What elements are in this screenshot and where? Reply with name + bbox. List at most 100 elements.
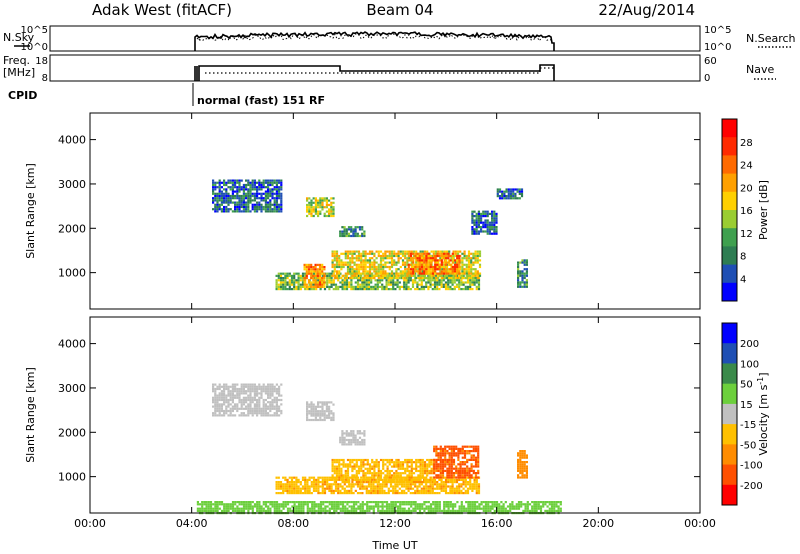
- heatmap-cell: [423, 265, 426, 269]
- heatmap-cell: [475, 228, 478, 231]
- heatmap-cell: [436, 259, 439, 262]
- heatmap-cell: [293, 281, 296, 284]
- heatmap-cell: [247, 412, 250, 415]
- heatmap-cell: [236, 192, 239, 195]
- heatmap-cell: [437, 452, 440, 455]
- heatmap-cell: [427, 485, 430, 488]
- heatmap-cell: [435, 469, 438, 472]
- heatmap-cell: [382, 276, 385, 280]
- heatmap-cell: [431, 270, 435, 273]
- heatmap-cell: [433, 285, 437, 288]
- heatmap-cell: [453, 272, 457, 275]
- heatmap-cell: [220, 186, 223, 189]
- heatmap-cell: [466, 487, 470, 490]
- heatmap-cell: [444, 452, 447, 455]
- heatmap-cell: [351, 252, 354, 255]
- heatmap-cell: [480, 215, 483, 218]
- heatmap-cell: [368, 252, 372, 255]
- heatmap-cell: [256, 501, 259, 504]
- heatmap-cell: [229, 197, 232, 200]
- heatmap-cell: [245, 194, 248, 198]
- heatmap-cell: [475, 215, 478, 218]
- heatmap-cell: [344, 476, 347, 479]
- heatmap-cell: [218, 192, 221, 195]
- heatmap-cell: [218, 179, 221, 182]
- heatmap-cell: [273, 210, 276, 213]
- heatmap-cell: [223, 398, 226, 402]
- heatmap-cell: [469, 485, 472, 488]
- heatmap-cell: [450, 465, 453, 468]
- heatmap-cell: [273, 179, 276, 182]
- heatmap-cell: [242, 210, 245, 213]
- heatmap-cell: [346, 509, 349, 512]
- heatmap-cell: [467, 503, 470, 506]
- heatmap-cell: [293, 483, 296, 486]
- heatmap-cell: [386, 474, 389, 477]
- heatmap-cell: [366, 467, 369, 470]
- heatmap-cell: [420, 268, 424, 271]
- heatmap-cell: [295, 485, 298, 488]
- heatmap-cell: [448, 465, 451, 468]
- heatmap-cell: [260, 390, 263, 393]
- heatmap-cell: [323, 476, 327, 479]
- heatmap-cell: [236, 405, 239, 408]
- heatmap-cell: [236, 403, 239, 406]
- heatmap-cell: [467, 274, 471, 277]
- heatmap-cell: [500, 501, 503, 504]
- heatmap-cell: [477, 277, 481, 280]
- heatmap-cell: [477, 476, 480, 479]
- heatmap-cell: [364, 257, 367, 260]
- heatmap-cell: [375, 268, 378, 271]
- heatmap-cell: [448, 250, 451, 253]
- heatmap-cell: [290, 481, 294, 484]
- heatmap-cell: [459, 465, 462, 468]
- heatmap-cell: [407, 489, 410, 492]
- heatmap-cell: [295, 483, 298, 486]
- heatmap-cell: [399, 503, 402, 506]
- heatmap-cell: [385, 478, 388, 481]
- heatmap-cell: [301, 281, 305, 284]
- heatmap-cell: [464, 485, 467, 488]
- heatmap-cell: [450, 447, 453, 450]
- heatmap-cell: [444, 489, 448, 492]
- heatmap-cell: [229, 201, 232, 204]
- heatmap-cell: [330, 197, 333, 200]
- heatmap-cell: [438, 252, 441, 255]
- heatmap-cell: [251, 509, 254, 512]
- heatmap-cell: [218, 186, 221, 189]
- heatmap-cell: [267, 505, 270, 508]
- heatmap-cell: [453, 492, 456, 495]
- heatmap-cell: [328, 288, 331, 291]
- heatmap-cell: [477, 456, 480, 459]
- heatmap-cell: [275, 274, 278, 277]
- heatmap-cell: [365, 489, 368, 492]
- heatmap-cell: [223, 192, 226, 195]
- heatmap-cell: [297, 487, 300, 490]
- heatmap-cell: [253, 203, 256, 206]
- heatmap-cell: [317, 489, 320, 492]
- heatmap-cell: [444, 487, 448, 490]
- heatmap-cell: [519, 454, 522, 457]
- heatmap-cell: [350, 438, 353, 442]
- heatmap-cell: [471, 281, 474, 284]
- heatmap-cell: [350, 230, 353, 233]
- heatmap-cell: [212, 183, 215, 187]
- heatmap-cell: [472, 254, 475, 258]
- heatmap-cell: [236, 210, 239, 213]
- heatmap-cell: [509, 188, 513, 191]
- heatmap-cell: [435, 452, 438, 455]
- heatmap-cell: [312, 407, 315, 411]
- heatmap-cell: [331, 259, 334, 262]
- heatmap-cell: [245, 179, 248, 182]
- heatmap-cell: [366, 505, 369, 508]
- heatmap-cell: [366, 461, 369, 464]
- heatmap-cell: [374, 503, 378, 506]
- heatmap-cell: [355, 461, 358, 464]
- heatmap-cell: [333, 461, 336, 464]
- heatmap-cell: [439, 465, 442, 468]
- heatmap-cell: [351, 268, 354, 271]
- heatmap-cell: [555, 505, 558, 508]
- heatmap-cell: [242, 199, 245, 202]
- heatmap-cell: [227, 507, 230, 510]
- heatmap-cell: [356, 288, 360, 291]
